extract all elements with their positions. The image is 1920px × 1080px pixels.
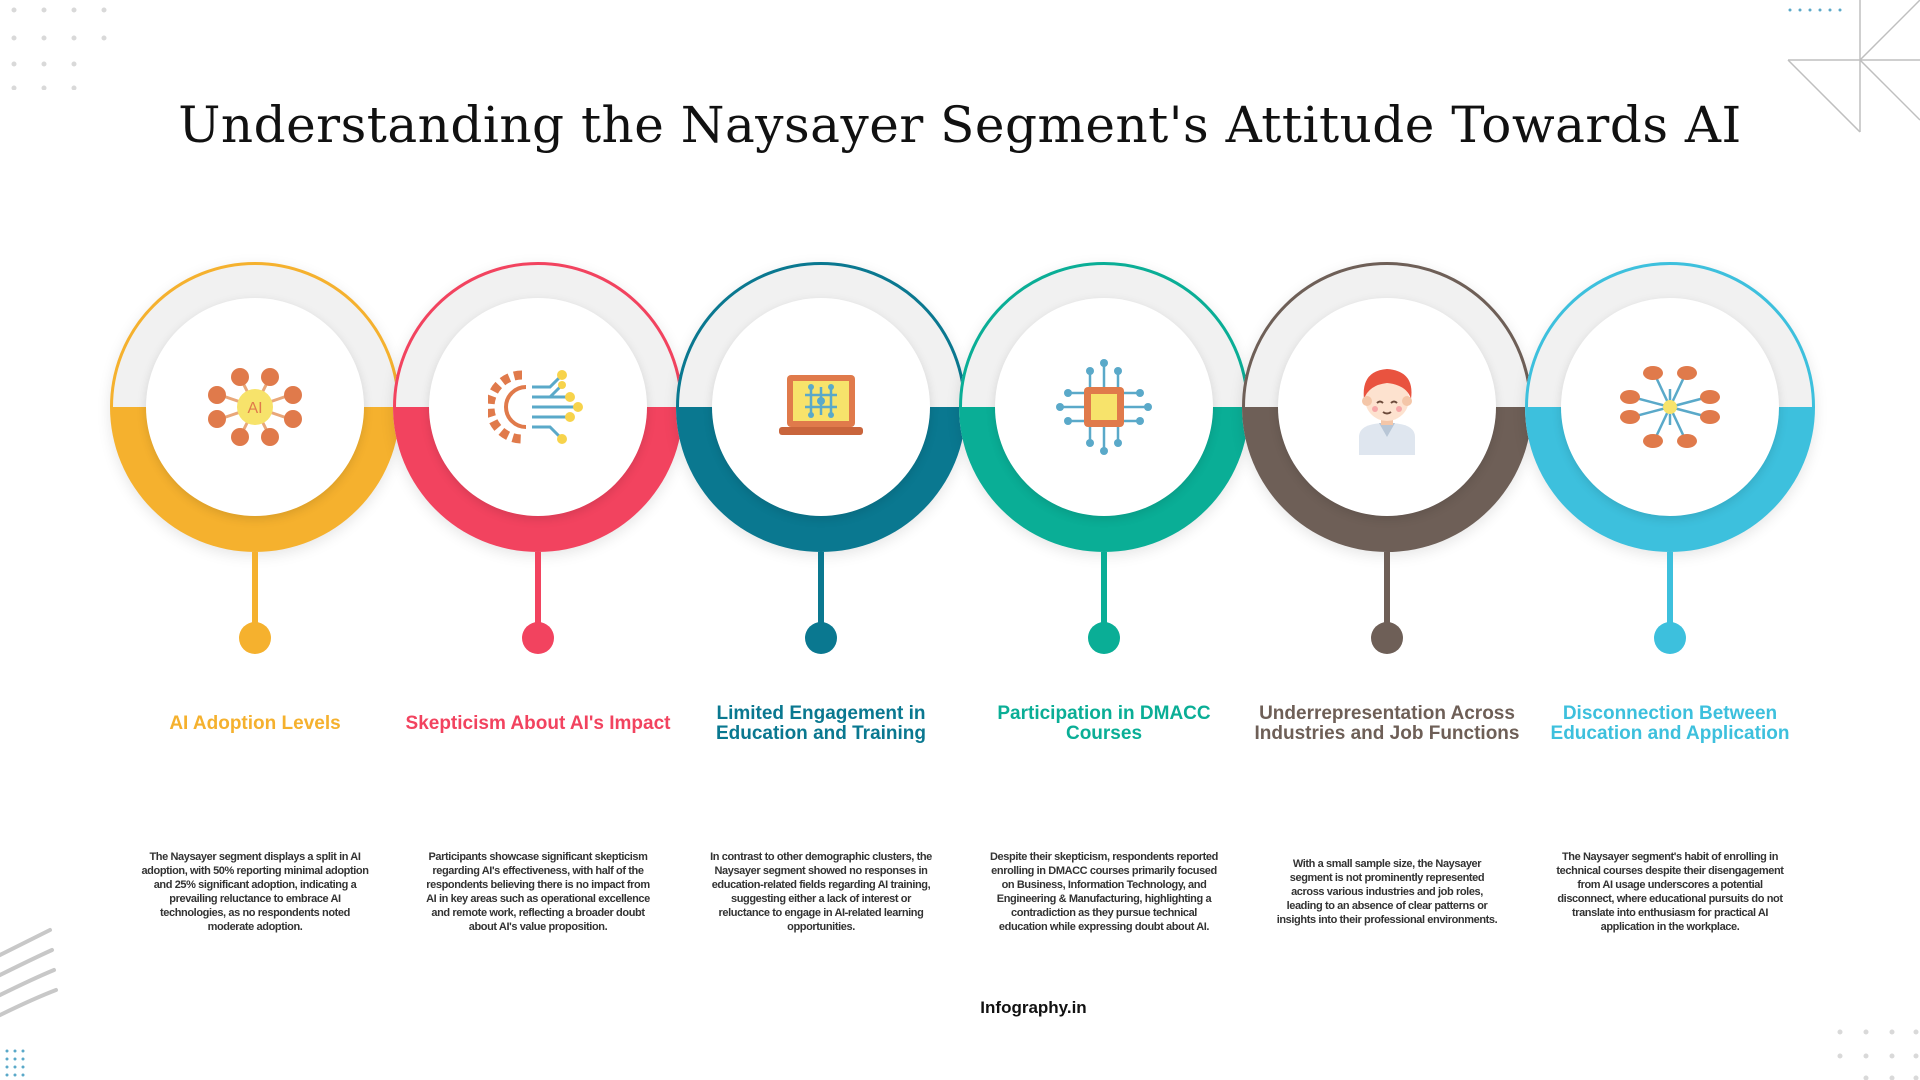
timeline-dot [1088, 622, 1120, 654]
step-heading: AI Adoption Levels [169, 713, 341, 734]
dot-grid-bottom-right [1837, 1029, 1919, 1080]
dot-grid-bottom-left [5, 1049, 25, 1077]
timeline-dot [239, 622, 271, 654]
step-heading: Skepticism About AI's Impact [405, 713, 671, 734]
step-heading: Underrepresentation Across Industries an… [1254, 703, 1520, 744]
laptop-icon [779, 375, 863, 435]
step-dmacc-courses: Participation in DMACC Courses Despite t… [959, 262, 1249, 962]
timeline-dot [522, 622, 554, 654]
network-hub-icon [1620, 366, 1720, 448]
step-heading: Participation in DMACC Courses [997, 703, 1211, 744]
icon-badge [995, 298, 1213, 516]
gear-circuit-icon [488, 370, 583, 444]
step-description: With a small sample size, the Naysayer s… [1276, 858, 1498, 926]
dot-grid-top-left [11, 7, 107, 90]
step-disconnection: Disconnection Between Education and Appl… [1525, 262, 1815, 962]
ai-icon-label: AI [247, 400, 262, 417]
chip-icon [1056, 359, 1152, 455]
timeline-dot [1654, 622, 1686, 654]
curves-bottom-left [0, 928, 58, 1018]
brand-footer: Infography.in [980, 998, 1087, 1017]
icon-badge: AI [146, 298, 364, 516]
icon-badge [429, 298, 647, 516]
timeline-dot [805, 622, 837, 654]
step-description: Participants showcase significant skepti… [426, 851, 650, 933]
step-limited-engagement: Limited Engagement in Education and Trai… [676, 262, 966, 962]
icon-badge [1561, 298, 1779, 516]
step-description: The Naysayer segment displays a split in… [141, 851, 369, 933]
step-skepticism-impact: Skepticism About AI's Impact Participant… [393, 262, 683, 962]
step-ai-adoption-levels: AI AI Adoption Levels The Naysayer segme… [110, 262, 400, 962]
step-underrepresentation: Underrepresentation Across Industries an… [1242, 262, 1532, 962]
lines-top-right [1787, 0, 1920, 133]
icon-badge [1278, 298, 1496, 516]
page-title: Understanding the Naysayer Segment's Att… [178, 96, 1742, 154]
icon-badge [712, 298, 930, 516]
step-description: Despite their skepticism, respondents re… [990, 851, 1218, 933]
step-heading: Limited Engagement in Education and Trai… [715, 703, 927, 744]
step-description: The Naysayer segment's habit of enrollin… [1556, 851, 1784, 933]
step-heading: Disconnection Between Education and Appl… [1550, 703, 1790, 744]
ai-network-icon: AI [208, 368, 302, 446]
step-description: In contrast to other demographic cluster… [710, 851, 932, 933]
timeline-dot [1371, 622, 1403, 654]
person-avatar-icon [1359, 369, 1415, 455]
